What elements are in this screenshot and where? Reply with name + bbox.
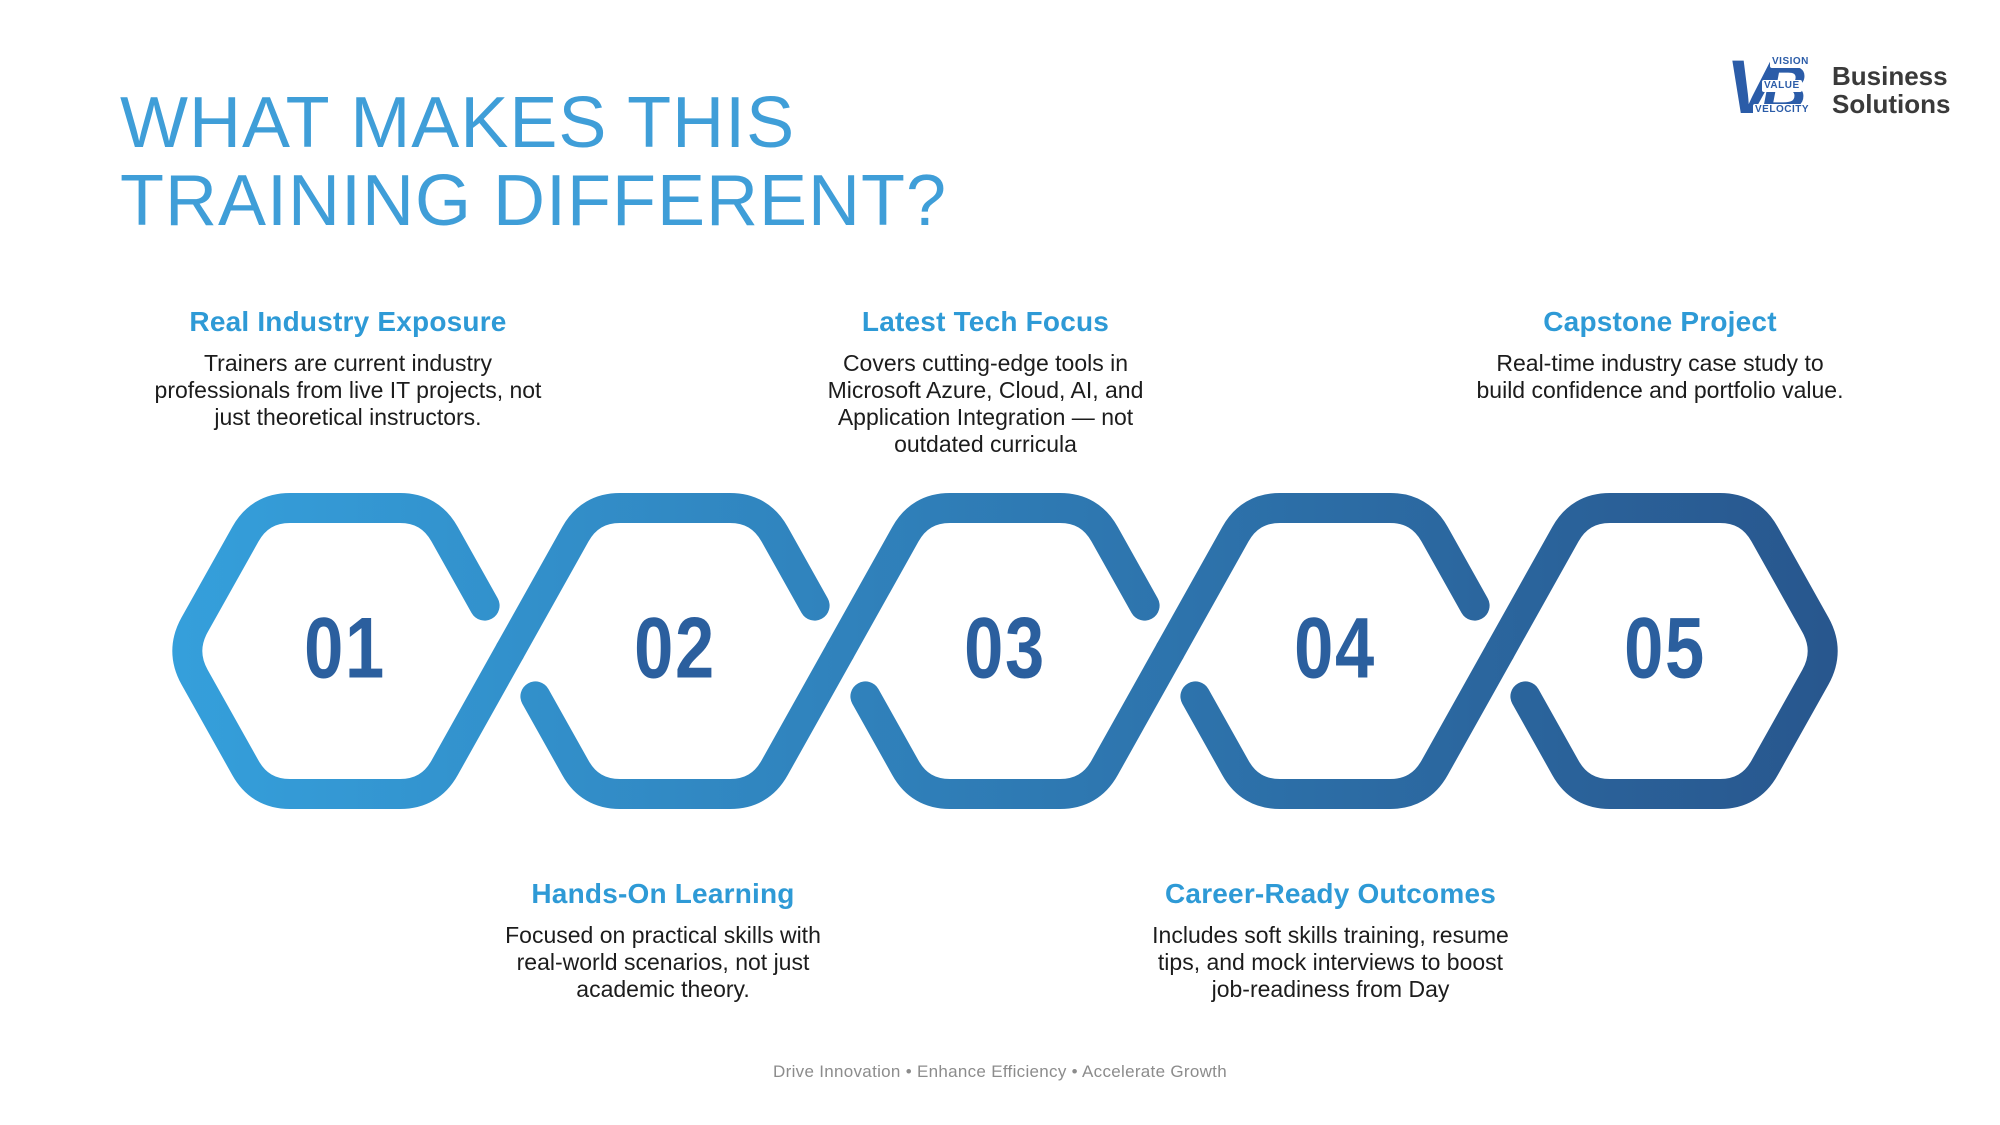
logo-word-value: VALUE [1762, 80, 1802, 92]
hexagon-number-03: 03 [964, 600, 1046, 696]
hexagon-number-05: 05 [1624, 600, 1706, 696]
feature-body-04: Includes soft skills training, resume ti… [1152, 922, 1509, 1002]
hexagon-number-04: 04 [1294, 600, 1376, 696]
page-title: WHAT MAKES THIS TRAINING DIFFERENT? [120, 84, 947, 240]
hexagon-outline [1180, 636, 1515, 809]
feature-title-01: Real Industry Exposure [189, 306, 507, 337]
hexagon-outline [1155, 493, 1490, 666]
logo-word-velocity: VELOCITY [1753, 104, 1812, 116]
feature-title-05: Capstone Project [1543, 306, 1777, 337]
logo-name-line1: Business [1832, 61, 1948, 91]
logo-word-vision: VISION [1770, 56, 1811, 68]
hexagon-outline [825, 493, 1160, 666]
feature-body-03: Covers cutting-edge tools in Microsoft A… [827, 350, 1144, 457]
feature-block-02: Hands-On Learning Focused on practical s… [479, 878, 847, 1003]
logo-name-line2: Solutions [1832, 89, 1951, 119]
feature-block-01: Real Industry Exposure Trainers are curr… [143, 306, 553, 431]
logo-company-name: Business Solutions [1832, 62, 1950, 118]
feature-body-02: Focused on practical skills with real-wo… [505, 922, 821, 1002]
hexagon-outline [1485, 493, 1838, 809]
hexagon-number-02: 02 [634, 600, 716, 696]
feature-block-05: Capstone Project Real-time industry case… [1470, 306, 1850, 404]
page-title-line2: TRAINING DIFFERENT? [120, 161, 948, 241]
footer-tagline: Drive Innovation • Enhance Efficiency • … [773, 1062, 1227, 1081]
hexagon-number-01: 01 [304, 600, 386, 696]
feature-body-01: Trainers are current industry profession… [154, 350, 542, 430]
feature-title-02: Hands-On Learning [531, 878, 795, 909]
company-logo: V B VISION VALUE VELOCITY Business Solut… [1726, 50, 1966, 140]
hexagon-outline [520, 636, 855, 809]
feature-block-03: Latest Tech Focus Covers cutting-edge to… [808, 306, 1163, 458]
feature-title-03: Latest Tech Focus [861, 306, 1110, 337]
feature-block-04: Career-Ready Outcomes Includes soft skil… [1143, 878, 1518, 1003]
hexagon-outline [495, 493, 830, 666]
hexagon-outline [172, 493, 525, 809]
hexagon-outline [850, 636, 1185, 809]
feature-body-05: Real-time industry case study to build c… [1476, 350, 1844, 403]
logo-vb-monogram-icon: V B VISION VALUE VELOCITY [1726, 50, 1826, 140]
feature-title-04: Career-Ready Outcomes [1165, 878, 1496, 909]
page-title-line1: WHAT MAKES THIS [120, 83, 796, 163]
